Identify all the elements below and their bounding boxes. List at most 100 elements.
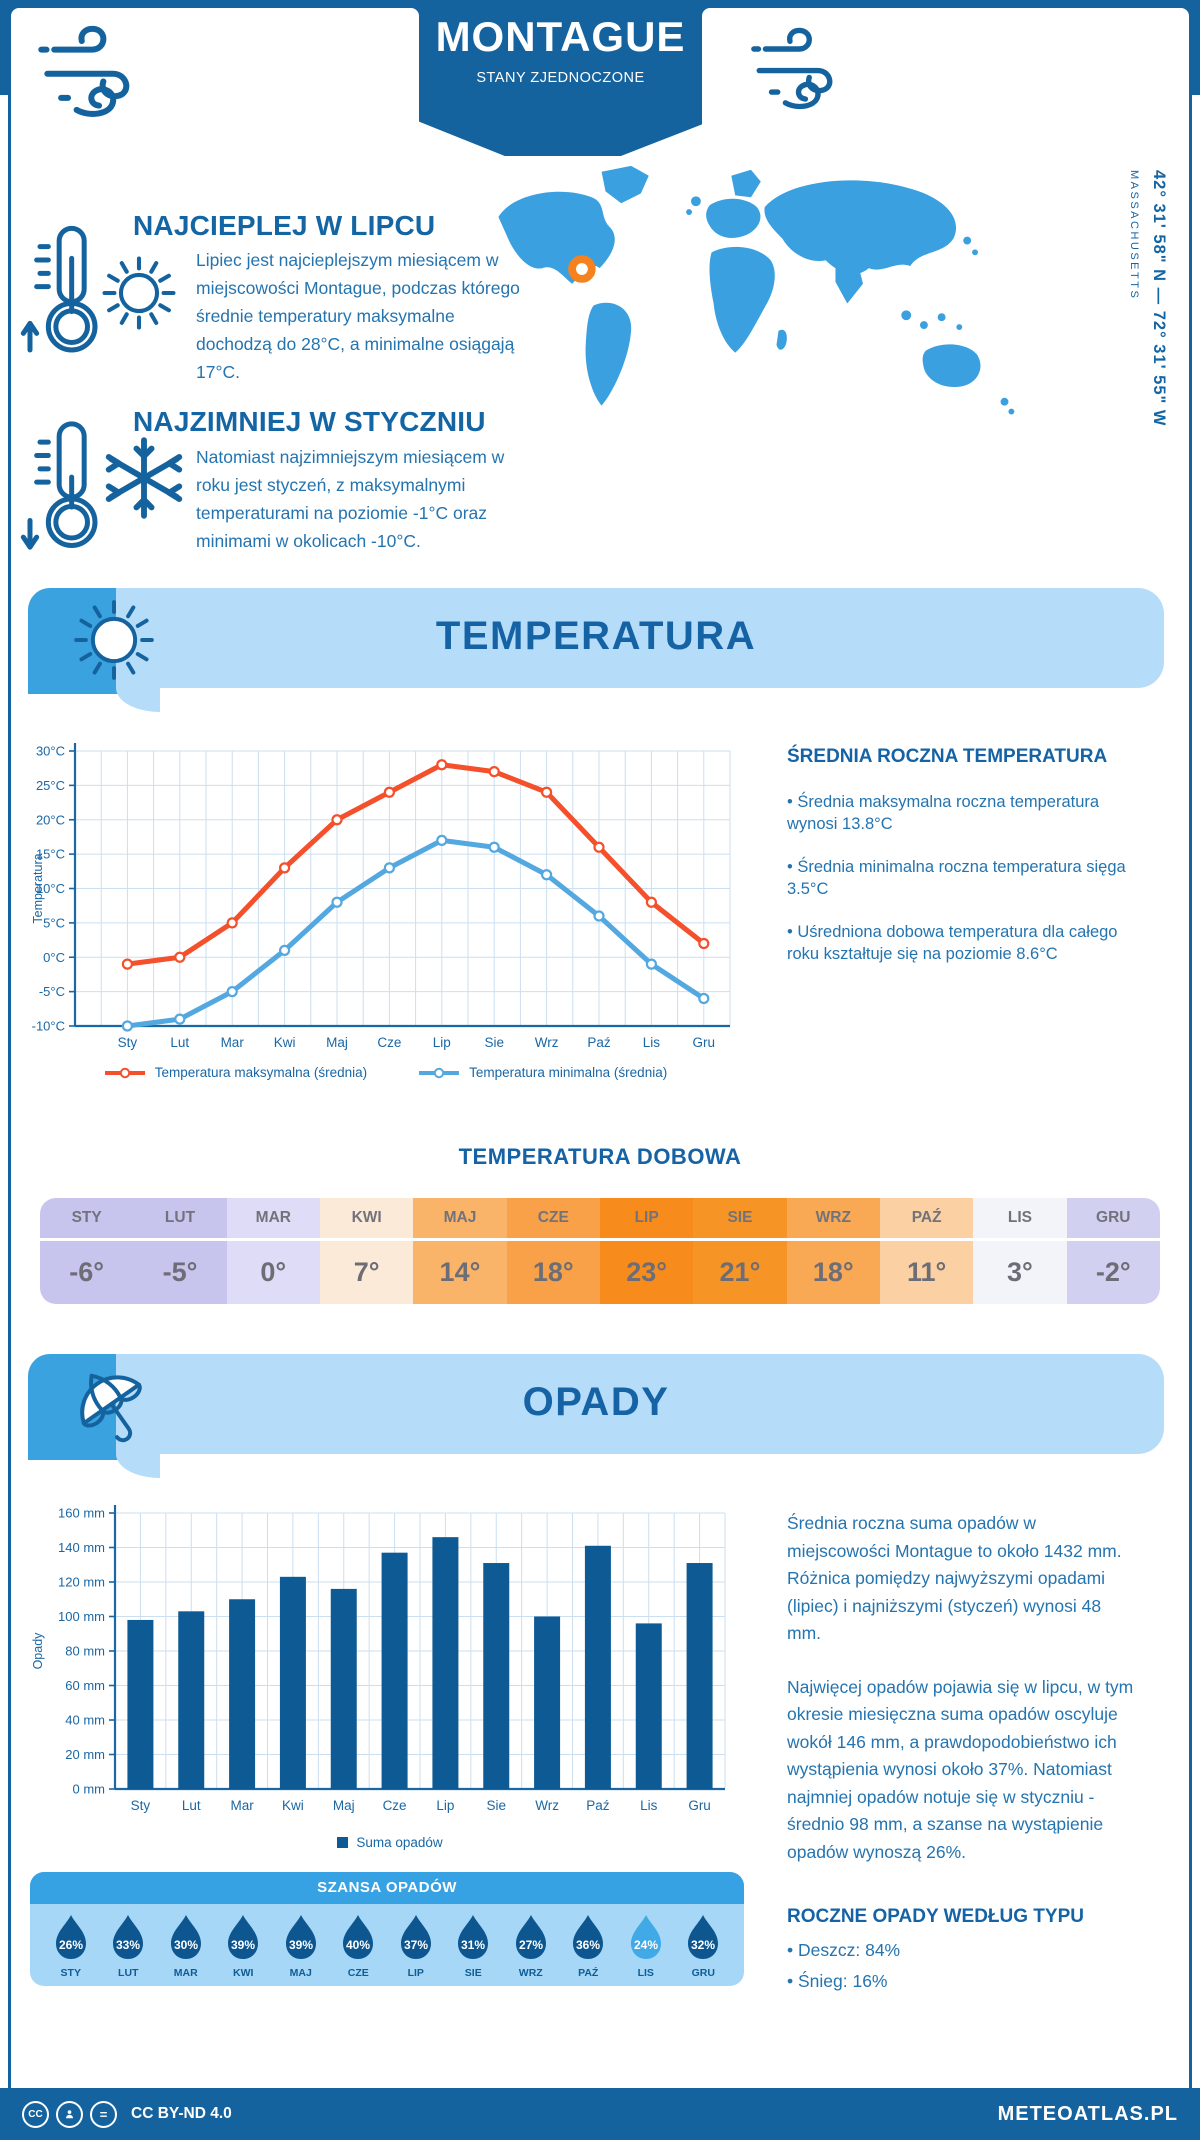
daily-temp-column: MAJ 14° xyxy=(413,1198,507,1304)
daily-temp-column: KWI 7° xyxy=(319,1198,414,1304)
daily-temp-month: GRU xyxy=(1066,1198,1160,1241)
daily-temp-value: 7° xyxy=(353,1257,380,1287)
precip-droplet: 30% MAR xyxy=(157,1914,215,1979)
svg-text:39%: 39% xyxy=(231,1938,255,1952)
thermometer-up-icon xyxy=(20,214,120,371)
svg-text:Wrz: Wrz xyxy=(535,1798,559,1813)
droplet-icon: 30% xyxy=(170,1915,201,1959)
droplet-icon: 37% xyxy=(400,1915,431,1959)
snowflake-icon xyxy=(102,436,186,525)
svg-text:80 mm: 80 mm xyxy=(65,1644,105,1659)
legend-item: Suma opadów xyxy=(337,1835,443,1850)
region-label: MASSACHUSETTS xyxy=(1128,170,1140,301)
droplet-month: STY xyxy=(60,1967,81,1979)
svg-text:Wrz: Wrz xyxy=(535,1035,559,1050)
daily-temp-month: WRZ xyxy=(786,1198,880,1241)
precip-droplet: 27% WRZ xyxy=(502,1914,560,1979)
daily-temp-month: SIE xyxy=(693,1198,787,1241)
site-label: METEOATLAS.PL xyxy=(997,2102,1178,2125)
svg-text:Maj: Maj xyxy=(333,1798,355,1813)
precipitation-types-heading: ROCZNE OPADY WEDŁUG TYPU xyxy=(787,1906,1084,1927)
droplet-month: MAJ xyxy=(289,1967,312,1979)
daily-temp-month: LIS xyxy=(973,1198,1067,1241)
droplet-icon: 39% xyxy=(228,1915,259,1959)
svg-text:20 mm: 20 mm xyxy=(65,1747,105,1762)
svg-text:140 mm: 140 mm xyxy=(58,1540,105,1555)
daily-temp-value: 18° xyxy=(812,1257,854,1287)
coordinates: 42° 31' 58" N — 72° 31' 55" W xyxy=(1150,170,1168,427)
svg-text:5°C: 5°C xyxy=(43,915,65,930)
svg-text:20°C: 20°C xyxy=(36,812,65,827)
daily-temperature-table: STY -6° LUT -5° MAR 0° KWI 7° MAJ 14° CZE 18° LIP 23°… xyxy=(40,1198,1160,1304)
svg-text:36%: 36% xyxy=(576,1938,600,1952)
summary-bullet: • Uśredniona dobowa temperatura dla całe… xyxy=(787,923,1118,963)
temperature-band-title: TEMPERATURA xyxy=(435,614,757,658)
svg-text:Paź: Paź xyxy=(587,1035,611,1050)
svg-text:Paź: Paź xyxy=(586,1798,610,1813)
svg-text:Sty: Sty xyxy=(131,1798,151,1813)
daily-temp-value: 21° xyxy=(719,1257,761,1287)
daily-temp-value: 18° xyxy=(532,1257,574,1287)
nd-icon: = xyxy=(90,2100,117,2128)
daily-temp-month: CZE xyxy=(506,1198,600,1241)
precipitation-chart: 160 mm 140 mm 120 mm 100 mm 80 mm 60 mm 40 mm 2… xyxy=(30,1494,750,1850)
precip-droplet: 37% LIP xyxy=(387,1914,445,1979)
droplet-month: KWI xyxy=(233,1967,254,1979)
daily-temp-value: 23° xyxy=(626,1257,668,1287)
svg-text:Sie: Sie xyxy=(484,1035,504,1050)
precip-droplet: 39% MAJ xyxy=(272,1914,330,1979)
legend-item: Temperatura maksymalna (średnia) xyxy=(103,1065,367,1080)
precipitation-chance-box: SZANSA OPADÓW 26% STY 33% LUT 30% MAR 39% KWI 39… xyxy=(30,1872,744,1986)
droplet-icon: 36% xyxy=(573,1915,604,1959)
precip-droplet: 39% KWI xyxy=(215,1914,273,1979)
droplet-icon: 24% xyxy=(630,1915,661,1959)
svg-text:120 mm: 120 mm xyxy=(58,1575,105,1590)
summary-bullet: • Średnia minimalna roczna temperatura s… xyxy=(787,858,1126,898)
svg-text:0 mm: 0 mm xyxy=(73,1782,106,1797)
droplet-month: SIE xyxy=(464,1967,482,1979)
daily-temp-column: MAR 0° xyxy=(226,1198,320,1304)
precipitation-legend: Suma opadów xyxy=(30,1835,750,1850)
daily-temp-value: 11° xyxy=(906,1257,947,1287)
sun-icon xyxy=(98,252,180,339)
svg-text:Temperatura: Temperatura xyxy=(31,853,45,923)
left-border-line xyxy=(8,0,11,2140)
svg-text:Lip: Lip xyxy=(433,1035,451,1050)
svg-text:15°C: 15°C xyxy=(36,847,65,862)
band-curl xyxy=(116,688,160,712)
daily-temp-month: PAŹ xyxy=(879,1198,974,1241)
droplet-month: CZE xyxy=(347,1967,369,1979)
daily-temp-month: LUT xyxy=(133,1198,227,1241)
wind-card-right xyxy=(702,8,1189,132)
precipitation-types: ROCZNE OPADY WEDŁUG TYPU • Deszcz: 84% •… xyxy=(787,1906,1135,1990)
cc-icon: CC xyxy=(22,2100,49,2128)
daily-temp-month: STY xyxy=(40,1198,134,1241)
droplet-month: MAR xyxy=(173,1967,198,1979)
svg-text:26%: 26% xyxy=(59,1938,83,1952)
svg-text:37%: 37% xyxy=(404,1938,428,1952)
svg-text:Lut: Lut xyxy=(170,1035,189,1050)
svg-text:40 mm: 40 mm xyxy=(65,1713,105,1728)
svg-text:160 mm: 160 mm xyxy=(58,1506,105,1521)
precipitation-texts: Średnia roczna suma opadów w miejscowośc… xyxy=(787,1510,1135,1866)
droplet-month: LUT xyxy=(118,1967,139,1979)
precipitation-band-title: OPADY xyxy=(522,1380,670,1424)
coldest-month-heading: NAJZIMNIEJ W STYCZNIU xyxy=(133,406,486,437)
daily-temp-column: PAŹ 11° xyxy=(879,1198,974,1304)
temperature-section-band: TEMPERATURA xyxy=(28,588,1164,712)
temperature-chart: 30°C 25°C 20°C 15°C 10°C 5°C 0°C -5°C -10°C Sty Lu… xyxy=(30,726,740,1080)
svg-text:24%: 24% xyxy=(634,1938,658,1952)
svg-text:25°C: 25°C xyxy=(36,778,65,793)
droplet-icon: 33% xyxy=(113,1915,144,1959)
precip-droplet: 33% LUT xyxy=(100,1914,158,1979)
droplet-month: WRZ xyxy=(518,1967,543,1979)
daily-temp-column: LIS 3° xyxy=(973,1198,1067,1304)
svg-text:Maj: Maj xyxy=(326,1035,348,1050)
droplet-month: PAŹ xyxy=(578,1967,599,1979)
cc-license-icons: CC = xyxy=(22,2100,117,2128)
svg-text:Cze: Cze xyxy=(377,1035,401,1050)
page-title-block: MONTAGUE STANY ZJEDNOCZONE xyxy=(419,13,702,86)
daily-temp-value: 3° xyxy=(1007,1257,1033,1287)
daily-temp-value: -5° xyxy=(162,1257,198,1287)
